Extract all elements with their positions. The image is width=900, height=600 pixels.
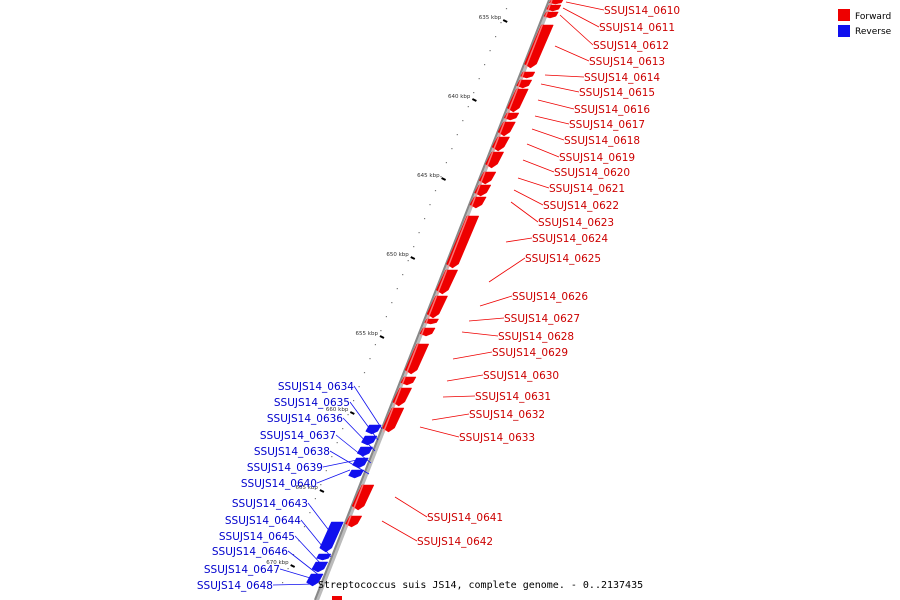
- gene-label-ssujs14-0629[interactable]: SSUJS14_0629: [492, 347, 568, 359]
- gene-feature-ssujs14-0612[interactable]: [543, 11, 559, 19]
- gene-label-ssujs14-0642[interactable]: SSUJS14_0642: [417, 536, 493, 548]
- kbp-ruler: 635 kbp 640 kbp 645 kbp 650 kbp 655 kbp 660 k…: [266, 15, 508, 568]
- gene-feature-ssujs14-0625[interactable]: [435, 269, 459, 295]
- legend-swatch-forward: [838, 9, 850, 21]
- gene-labels: SSUJS14_0610 SSUJS14_0611 SSUJS14_0612 SSUJ…: [197, 5, 680, 592]
- gene-label-ssujs14-0631[interactable]: SSUJS14_0631: [475, 391, 551, 403]
- gene-label-ssujs14-0638[interactable]: SSUJS14_0638: [254, 446, 330, 458]
- kbp-tick-label: 660 kbp: [326, 407, 349, 413]
- gene-feature-ssujs14-0629[interactable]: [404, 343, 430, 375]
- gene-feature-ssujs14-0631[interactable]: [392, 387, 413, 407]
- gene-label-ssujs14-0622[interactable]: SSUJS14_0622: [543, 200, 619, 212]
- gene-feature-ssujs14-0626[interactable]: [426, 295, 448, 319]
- label-leader-lines: [272, 1, 605, 586]
- gene-label-ssujs14-0624[interactable]: SSUJS14_0624: [532, 233, 608, 245]
- gene-label-ssujs14-0617[interactable]: SSUJS14_0617: [569, 119, 645, 131]
- gene-label-ssujs14-0639[interactable]: SSUJS14_0639: [247, 462, 323, 474]
- gene-label-ssujs14-0648[interactable]: SSUJS14_0648: [197, 580, 273, 592]
- gene-feature-ssujs14-0643[interactable]: [311, 561, 329, 573]
- gene-label-ssujs14-0611[interactable]: SSUJS14_0611: [599, 22, 675, 34]
- gene-label-ssujs14-0643[interactable]: SSUJS14_0643: [232, 498, 308, 510]
- gene-label-ssujs14-0618[interactable]: SSUJS14_0618: [564, 135, 640, 147]
- gene-feature-ssujs14-0620[interactable]: [485, 151, 505, 169]
- gene-label-ssujs14-0616[interactable]: SSUJS14_0616: [574, 104, 650, 116]
- gene-label-ssujs14-0637[interactable]: SSUJS14_0637: [260, 430, 336, 442]
- legend-swatch-reverse: [838, 25, 850, 37]
- kbp-tick-label: 645 kbp: [417, 173, 440, 179]
- legend-label-reverse: Reverse: [855, 27, 892, 37]
- gene-feature-ssujs14-0639[interactable]: [319, 521, 344, 553]
- gene-label-ssujs14-0633[interactable]: SSUJS14_0633: [459, 432, 535, 444]
- grid-dots: [282, 8, 508, 584]
- gene-features: [306, 0, 564, 600]
- gene-label-ssujs14-0647[interactable]: SSUJS14_0647: [204, 564, 280, 576]
- gene-feature-ssujs14-0611[interactable]: [546, 4, 562, 12]
- gene-feature-ssujs14-0614[interactable]: [520, 71, 536, 79]
- kbp-tick-label: 650 kbp: [386, 252, 409, 258]
- gene-label-ssujs14-0614[interactable]: SSUJS14_0614: [584, 72, 660, 84]
- gene-label-ssujs14-0621[interactable]: SSUJS14_0621: [549, 183, 625, 195]
- gene-label-ssujs14-0620[interactable]: SSUJS14_0620: [554, 167, 630, 179]
- gene-label-ssujs14-0615[interactable]: SSUJS14_0615: [579, 87, 655, 99]
- gene-label-ssujs14-0635[interactable]: SSUJS14_0635: [274, 397, 350, 409]
- gene-label-ssujs14-0628[interactable]: SSUJS14_0628: [498, 331, 574, 343]
- gene-feature-ssujs14-0613[interactable]: [524, 24, 554, 69]
- gene-label-ssujs14-0632[interactable]: SSUJS14_0632: [469, 409, 545, 421]
- genome-title: Streptococcus suis JS14, complete genome…: [318, 580, 643, 591]
- gene-feature-ssujs14-0632[interactable]: [382, 407, 405, 433]
- gene-label-ssujs14-0627[interactable]: SSUJS14_0627: [504, 313, 580, 325]
- gene-label-ssujs14-0636[interactable]: SSUJS14_0636: [267, 413, 343, 425]
- gene-feature-ssujs14-0610[interactable]: [549, 0, 564, 5]
- kbp-tick-label: 635 kbp: [479, 15, 502, 21]
- legend-label-forward: Forward: [855, 12, 891, 22]
- kbp-tick-label: 665 kbp: [295, 485, 318, 491]
- kbp-tick-label: 655 kbp: [356, 331, 379, 337]
- gene-label-ssujs14-0610[interactable]: SSUJS14_0610: [604, 5, 680, 17]
- gene-label-ssujs14-0619[interactable]: SSUJS14_0619: [559, 152, 635, 164]
- kbp-tick-label: 640 kbp: [448, 94, 471, 100]
- gene-label-ssujs14-0640[interactable]: SSUJS14_0640: [241, 478, 317, 490]
- gene-label-ssujs14-0626[interactable]: SSUJS14_0626: [512, 291, 588, 303]
- gene-label-ssujs14-0644[interactable]: SSUJS14_0644: [225, 515, 301, 527]
- gene-label-ssujs14-0630[interactable]: SSUJS14_0630: [483, 370, 559, 382]
- gene-feature-ssujs14-0627[interactable]: [424, 318, 440, 325]
- gene-feature-ssujs14-0624[interactable]: [446, 215, 480, 269]
- gene-label-ssujs14-0646[interactable]: SSUJS14_0646: [212, 546, 288, 558]
- gene-label-ssujs14-0623[interactable]: SSUJS14_0623: [538, 217, 614, 229]
- gene-label-ssujs14-0634[interactable]: SSUJS14_0634: [278, 381, 354, 393]
- gene-label-ssujs14-0645[interactable]: SSUJS14_0645: [219, 531, 295, 543]
- gene-label-ssujs14-0612[interactable]: SSUJS14_0612: [593, 40, 669, 52]
- gene-feature-ssujs14-0633[interactable]: [351, 484, 375, 511]
- gene-label-ssujs14-0625[interactable]: SSUJS14_0625: [525, 253, 601, 265]
- gene-label-ssujs14-0613[interactable]: SSUJS14_0613: [589, 56, 665, 68]
- legend: Forward Reverse: [838, 9, 892, 37]
- gene-label-ssujs14-0641[interactable]: SSUJS14_0641: [427, 512, 503, 524]
- gene-feature-ssujs14-0616[interactable]: [506, 88, 529, 113]
- kbp-tick-label: 670 kbp: [266, 560, 289, 566]
